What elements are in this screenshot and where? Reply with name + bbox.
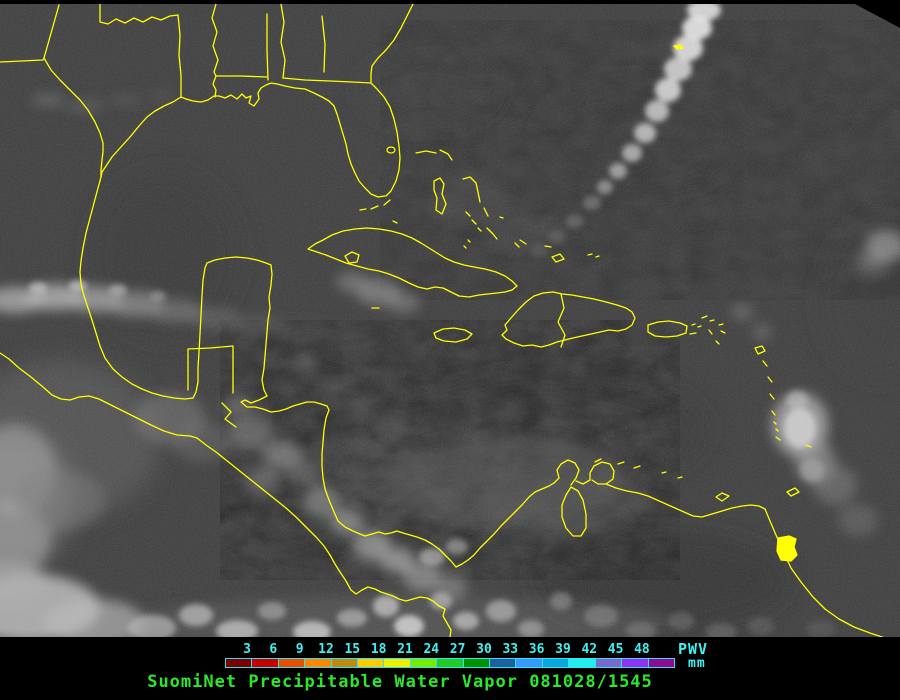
colorbar-tick: 21 — [397, 642, 413, 657]
colorbar-segment — [541, 659, 569, 667]
trinidad — [776, 535, 798, 562]
colorbar-segment — [594, 659, 622, 667]
colorbar-tick: 33 — [502, 642, 519, 657]
colorbar — [225, 658, 675, 668]
colorbar-tick: 39 — [555, 642, 571, 657]
lesser-antilles — [701, 315, 812, 448]
scan-edge — [855, 4, 900, 28]
colorbar-segment — [436, 659, 463, 667]
colorbar-segment — [251, 659, 278, 667]
colorbar-segment — [330, 659, 358, 667]
pacific-coast — [0, 352, 452, 638]
us-atlantic-coast — [370, 3, 414, 197]
colorbar-segment — [304, 659, 331, 667]
colorbar-segment — [515, 659, 542, 667]
guyana-coast — [764, 508, 886, 639]
colorbar-tick: 24 — [423, 642, 440, 657]
colorbar-tick: 30 — [476, 642, 492, 657]
colorbar-tick: 48 — [634, 642, 650, 657]
inagua — [551, 253, 565, 263]
us-state-borders — [0, 3, 372, 178]
colorbar-unit-sublabel: mm — [688, 656, 706, 671]
top-frame — [0, 0, 900, 4]
satellite-image — [0, 0, 900, 648]
bermuda — [673, 44, 684, 50]
virgin-islands — [689, 323, 702, 335]
colorbar-segment — [647, 659, 674, 667]
rio-grande-border — [43, 57, 104, 178]
guatemala-borders — [187, 345, 237, 428]
colorbar-tick: 36 — [528, 642, 545, 657]
margarita — [715, 492, 730, 502]
central-america — [0, 345, 555, 638]
yucatan-coast — [192, 256, 273, 399]
venezuela-coast — [605, 483, 766, 518]
colorbar-segment — [226, 659, 252, 667]
coastlines — [0, 3, 886, 639]
colorbar-tick: 3 — [243, 642, 251, 657]
guadeloupe — [754, 345, 766, 355]
colorbar-tick: 27 — [449, 642, 466, 657]
andros — [433, 177, 447, 215]
isla-juventud — [344, 251, 360, 264]
image-grain — [0, 0, 900, 640]
colorbar-segment — [277, 659, 305, 667]
colorbar-segment — [621, 659, 648, 667]
colorbar-unit-label: PWV — [678, 640, 709, 658]
paraguana-peninsula — [575, 461, 615, 485]
colorbar-segment — [357, 659, 384, 667]
colorbar-tick: 6 — [269, 642, 278, 657]
greater-antilles — [307, 227, 702, 348]
colorbar-segment — [489, 659, 516, 667]
caption: SuomiNet Precipitable Water Vapor 081028… — [147, 672, 653, 692]
lake-okeechobee — [386, 146, 396, 154]
guajira-peninsula — [553, 459, 580, 486]
colorbar-tick: 15 — [344, 642, 361, 657]
colorbar-tick: 45 — [607, 642, 624, 657]
cuba — [307, 227, 518, 298]
hispaniola — [501, 291, 636, 348]
gulf-coast — [180, 82, 396, 211]
bahamas — [392, 149, 600, 263]
colorbar-tick: 42 — [581, 642, 598, 657]
south-america — [553, 458, 886, 639]
lake-maracaibo — [561, 486, 587, 537]
bottom-frame — [0, 637, 900, 640]
mexico-coast — [79, 96, 273, 400]
abc-islands — [594, 458, 683, 479]
florida-keys — [359, 199, 391, 211]
colorbar-tick: 12 — [318, 642, 334, 657]
map-canvas — [0, 0, 900, 648]
colorbar-tick: 18 — [370, 642, 387, 657]
eleuthera — [462, 176, 481, 203]
jamaica — [433, 327, 473, 343]
tobago — [786, 487, 800, 497]
colorbar-segment — [409, 659, 437, 667]
puerto-rico — [647, 320, 688, 338]
colorbar-segment — [462, 659, 490, 667]
colorbar-segment — [568, 659, 595, 667]
colorbar-segment — [383, 659, 410, 667]
haiti-dr-border — [557, 293, 566, 348]
colorbar-tick: 9 — [295, 642, 304, 657]
